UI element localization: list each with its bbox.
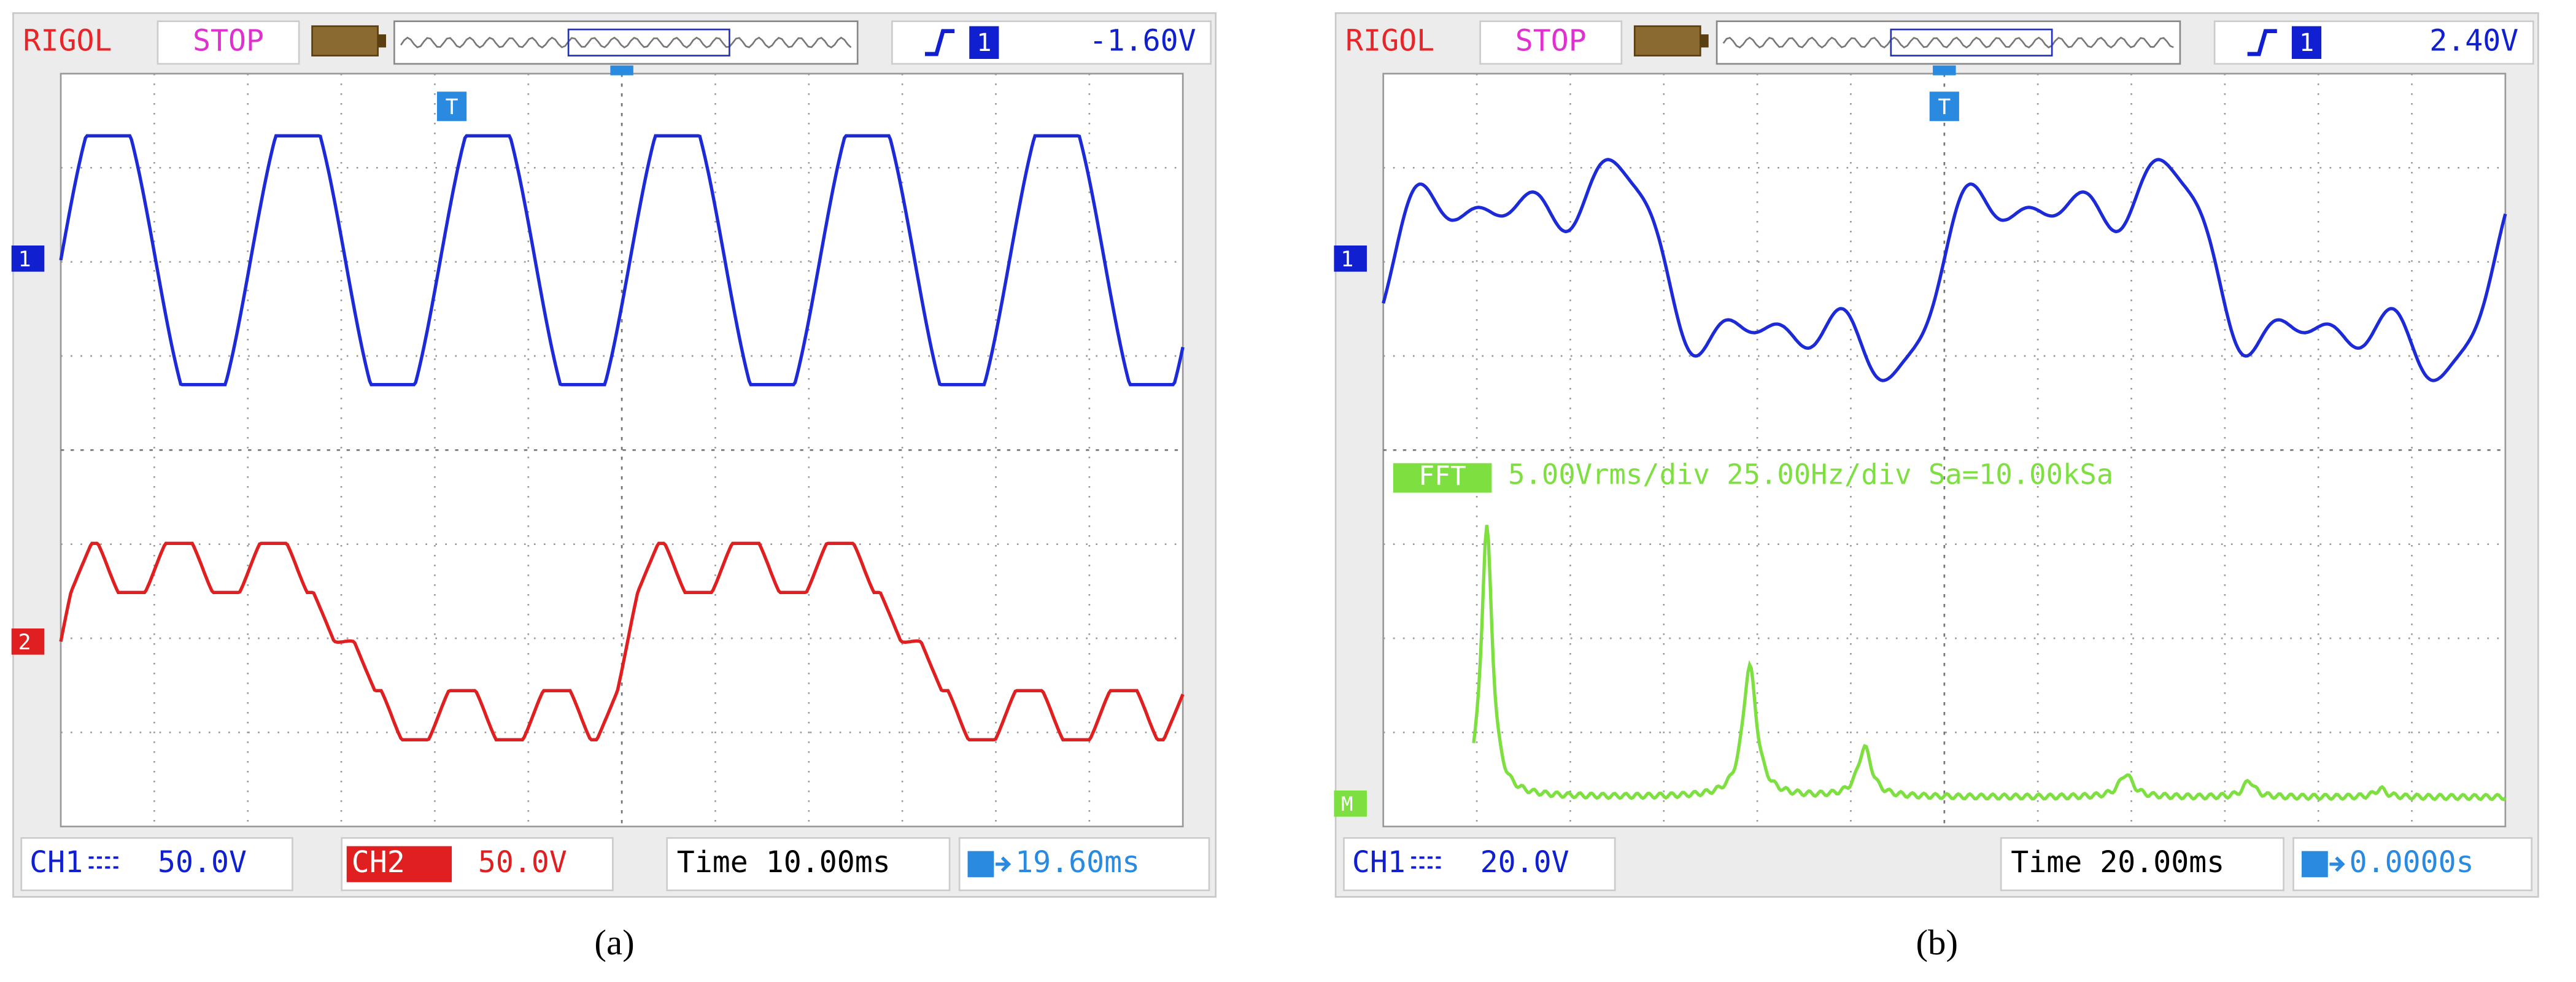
trigger-channel: 1 (977, 29, 991, 57)
status: STOP (193, 23, 264, 58)
box (967, 851, 994, 878)
box (2301, 851, 2328, 878)
box (436, 91, 467, 122)
box (1933, 65, 1956, 75)
caption: (a) (594, 922, 634, 962)
box (969, 26, 999, 59)
trigger-channel: 1 (2299, 29, 2314, 57)
box (1479, 20, 1623, 65)
dc-icon (1411, 856, 1441, 869)
box (11, 628, 45, 655)
box (1715, 20, 2181, 65)
trigger-marker: T (1938, 95, 1951, 120)
box (1393, 463, 1492, 493)
box (157, 20, 300, 65)
memory-wave (400, 36, 852, 48)
box (311, 25, 379, 56)
fft-trace (1472, 525, 2507, 802)
trigger-level: 2.40V (2429, 23, 2518, 58)
ch2-label: CH2 (352, 845, 405, 880)
box (1929, 91, 1959, 122)
time-offset: 0.0000s (2350, 845, 2474, 880)
box (11, 246, 45, 272)
offset-arrow (996, 856, 1011, 872)
timebase: Time 10.00ms (677, 845, 891, 880)
box (1890, 28, 2053, 56)
box (567, 28, 730, 56)
trigger-marker: T (446, 95, 458, 120)
trigger-edge-icon (2247, 29, 2277, 56)
ch2-marker: 2 (18, 630, 31, 655)
ch1-marker: 1 (18, 247, 31, 272)
caption: (b) (1916, 922, 1958, 962)
time-offset: 19.60ms (1015, 845, 1140, 880)
fft-info: 5.00Vrms/div 25.00Hz/div Sa=10.00kSa (1508, 458, 2113, 491)
brand: RIGOL (23, 23, 112, 58)
ch1-label: CH1 (29, 845, 83, 880)
box (1700, 34, 1709, 48)
box (1343, 837, 1616, 891)
trigger-edge-icon (924, 29, 955, 56)
box (20, 837, 293, 891)
dc-icon (88, 856, 118, 869)
box (891, 20, 1212, 65)
offset-arrow (2329, 856, 2345, 872)
ch1-marker: 1 (1340, 247, 1353, 272)
box (2292, 837, 2533, 891)
ch1-label: CH1 (1352, 845, 1406, 880)
box (346, 846, 452, 883)
box (377, 34, 387, 48)
ch1-trace (1382, 158, 2507, 382)
box (610, 65, 633, 75)
ch2-scale: 50.0V (478, 845, 567, 880)
status: STOP (1515, 23, 1587, 58)
ch1-trace (59, 134, 1185, 387)
box (2213, 20, 2534, 65)
ch1-scale: 20.0V (1480, 845, 1569, 880)
box (2291, 26, 2322, 59)
box (666, 837, 951, 891)
box (1633, 25, 1701, 56)
ch1-scale: 50.0V (158, 845, 247, 880)
brand: RIGOL (1345, 23, 1434, 58)
box (2000, 837, 2284, 891)
box (1334, 791, 1367, 817)
box (393, 20, 859, 65)
box (1334, 246, 1367, 272)
ch2-trace (59, 541, 1185, 741)
fft-label: FFT (1418, 461, 1466, 492)
timebase: Time 20.00ms (2011, 845, 2224, 880)
memory-wave (1722, 36, 2174, 48)
math-marker: M (1341, 792, 1353, 816)
trigger-level: -1.60V (1089, 23, 1196, 58)
